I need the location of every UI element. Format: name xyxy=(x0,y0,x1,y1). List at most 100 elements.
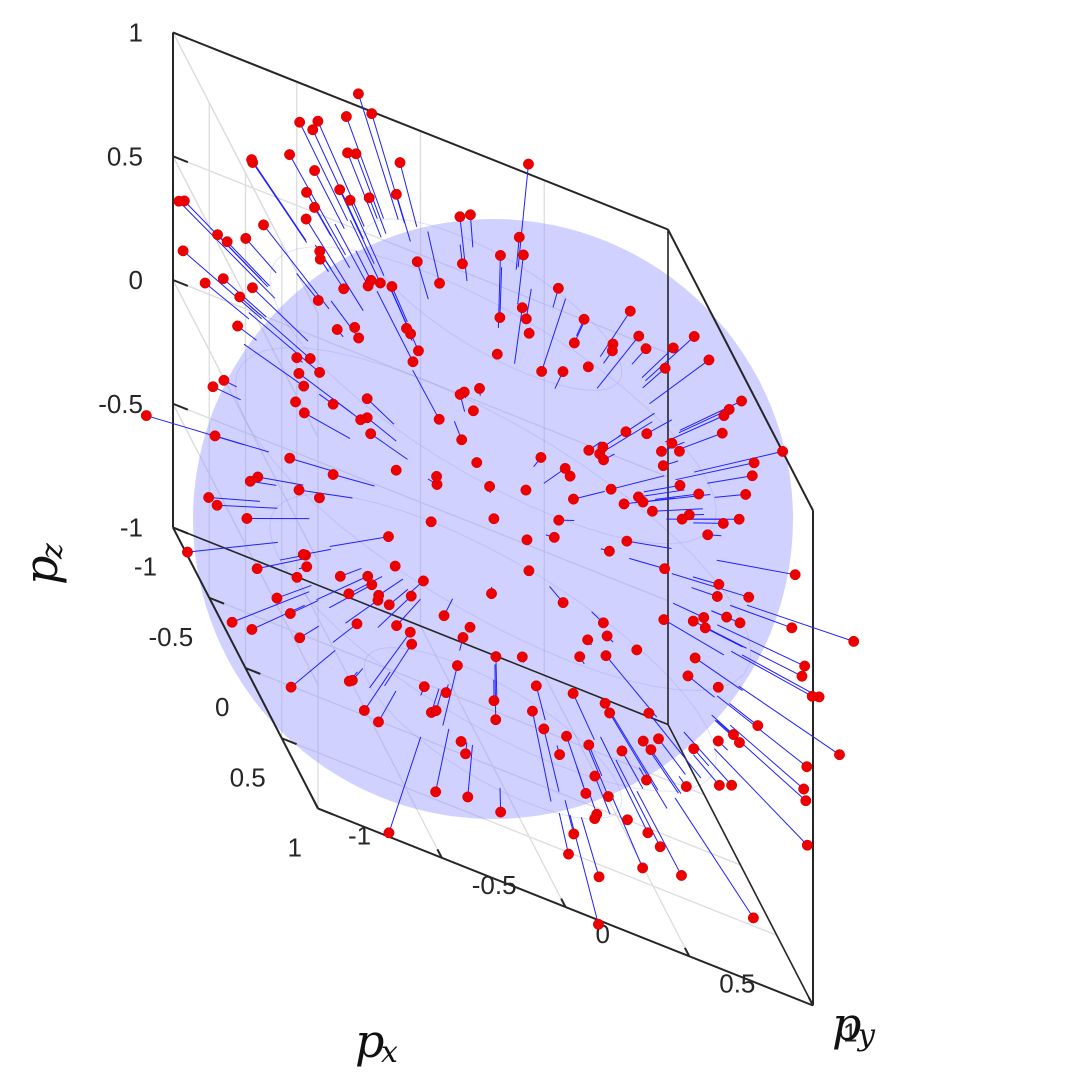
stem-line xyxy=(366,398,395,425)
data-point xyxy=(563,848,574,860)
data-point xyxy=(688,743,700,755)
data-point xyxy=(673,445,685,457)
data-point xyxy=(297,549,309,560)
stem-line xyxy=(636,790,682,876)
stem-line xyxy=(495,656,498,703)
stem-line xyxy=(252,162,308,243)
stem-line xyxy=(605,655,658,718)
grid-line xyxy=(245,667,741,866)
data-point xyxy=(484,480,496,492)
data-point xyxy=(298,407,310,419)
data-point xyxy=(621,535,633,547)
y-tick-label: -0.5 xyxy=(472,870,517,900)
data-point xyxy=(430,705,442,717)
stem-line xyxy=(729,703,759,726)
stem-line xyxy=(214,435,269,453)
stem-line xyxy=(349,200,385,276)
data-point xyxy=(344,194,356,206)
data-point xyxy=(513,231,525,243)
data-point xyxy=(538,723,550,735)
stem-line xyxy=(671,573,749,598)
x-tick-mark xyxy=(317,807,334,816)
data-point xyxy=(373,716,384,728)
data-point xyxy=(491,348,503,360)
data-point xyxy=(521,534,533,546)
data-point xyxy=(734,617,746,629)
data-point xyxy=(221,236,233,248)
stem-line xyxy=(391,291,419,351)
axis-edge xyxy=(172,31,669,231)
data-point xyxy=(597,617,609,629)
stem-line xyxy=(399,162,418,227)
data-point xyxy=(637,735,649,747)
stem-line xyxy=(370,433,408,460)
data-point xyxy=(624,305,636,317)
stem-line xyxy=(226,241,270,287)
data-point xyxy=(383,531,394,543)
data-point xyxy=(848,635,860,647)
data-point xyxy=(211,499,223,511)
data-point xyxy=(456,258,468,270)
data-point xyxy=(351,618,363,630)
stem-line xyxy=(348,576,383,595)
data-point xyxy=(366,108,378,120)
data-point xyxy=(309,165,321,176)
data-point xyxy=(340,111,352,122)
data-point xyxy=(799,660,811,672)
data-point xyxy=(712,735,724,747)
data-point xyxy=(657,460,669,472)
stem-line xyxy=(558,812,570,855)
z-axis-label-subscript: z xyxy=(35,543,70,560)
stem-line xyxy=(204,282,250,320)
data-point xyxy=(418,681,430,693)
y-tick-mark xyxy=(807,996,814,1006)
stem-line xyxy=(377,595,412,628)
data-point xyxy=(801,761,813,773)
stem-line xyxy=(345,116,385,219)
data-point xyxy=(687,615,699,627)
x-tick-mark xyxy=(208,596,225,605)
data-point xyxy=(713,578,725,590)
data-point xyxy=(464,209,476,221)
stem-line xyxy=(388,736,422,833)
data-point xyxy=(574,651,586,663)
data-point xyxy=(298,380,310,392)
z-tick-mark xyxy=(172,526,189,535)
data-point xyxy=(474,382,485,394)
x-tick-label: 0 xyxy=(215,692,229,722)
data-point xyxy=(682,670,694,682)
y-tick-label: 0.5 xyxy=(719,968,755,998)
stem-line xyxy=(746,604,854,642)
data-point xyxy=(342,147,354,159)
data-point xyxy=(637,862,649,874)
stem-line xyxy=(717,624,805,667)
data-point xyxy=(293,484,305,496)
data-point xyxy=(425,516,437,528)
stem-line xyxy=(729,604,792,629)
data-point xyxy=(284,149,296,161)
stem-line xyxy=(612,797,644,869)
data-point xyxy=(561,730,572,742)
data-point xyxy=(605,483,617,495)
data-point xyxy=(676,869,687,881)
data-point xyxy=(285,681,297,693)
stem-line xyxy=(296,273,319,301)
stem-line xyxy=(654,493,699,500)
y-tick-mark xyxy=(684,947,691,957)
data-point xyxy=(241,513,253,524)
data-point xyxy=(748,457,760,469)
z-tick-label: 1 xyxy=(129,18,143,48)
stem-line xyxy=(435,728,450,792)
stem-line xyxy=(517,254,524,305)
stem-line xyxy=(459,216,468,282)
y-tick-label: -1 xyxy=(348,821,371,851)
stem-line xyxy=(650,749,682,794)
stem-line xyxy=(347,152,382,238)
data-point xyxy=(698,612,710,623)
data-point xyxy=(598,454,610,466)
data-point xyxy=(327,469,339,480)
data-point xyxy=(620,426,632,438)
data-point xyxy=(363,192,375,204)
data-point xyxy=(736,395,748,407)
data-point xyxy=(401,322,412,334)
